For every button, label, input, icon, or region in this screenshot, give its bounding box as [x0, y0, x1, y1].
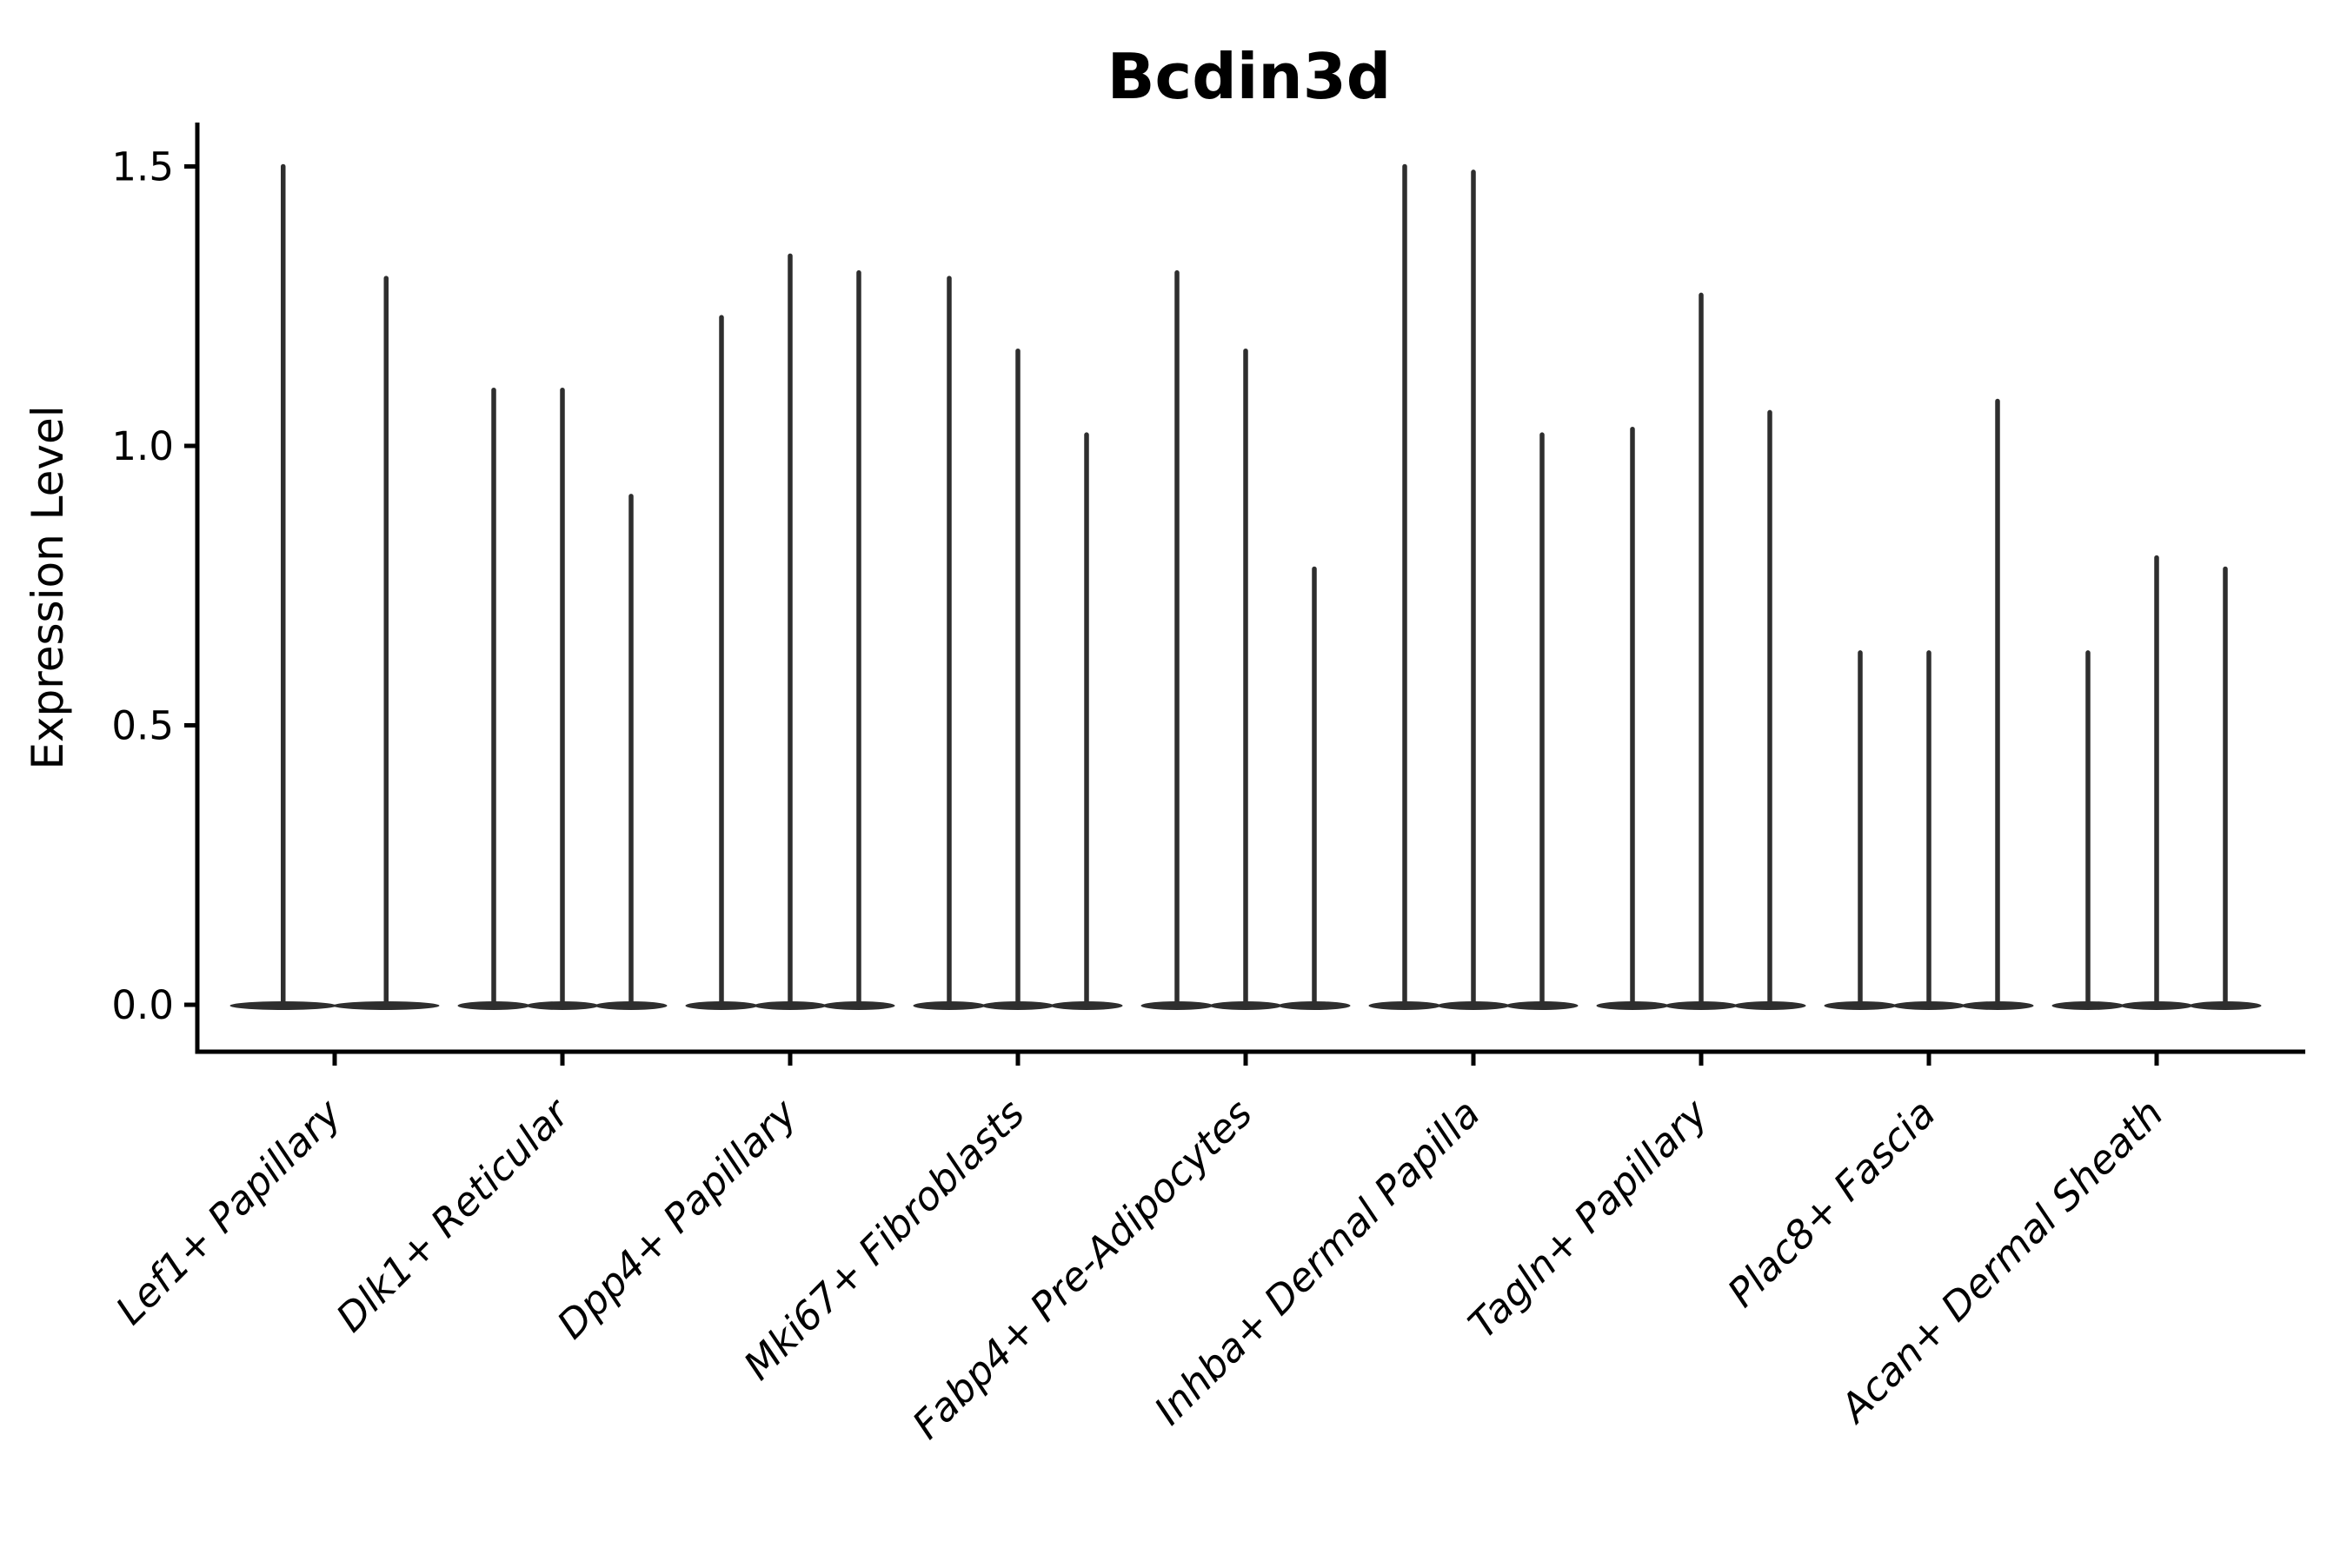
y-ticks: 0.0 0.5 1.0 1.5	[111, 144, 197, 1028]
x-tick-label: Dpp4+ Papillary	[549, 1089, 807, 1347]
x-tick-label: Tagln+ Papillary	[1459, 1089, 1718, 1347]
y-axis-label: Expression Level	[23, 405, 73, 769]
y-tick-label: 0.0	[111, 982, 174, 1028]
y-tick-label: 0.5	[111, 703, 174, 749]
x-tick-label: Lef1+ Papillary	[107, 1089, 351, 1333]
violins	[229, 163, 2262, 1010]
y-tick-label: 1.5	[111, 144, 174, 190]
axes	[195, 123, 2305, 1054]
x-tick-label: Dlk1+ Reticular	[327, 1089, 579, 1341]
y-tick-label: 1.0	[111, 423, 174, 469]
x-tick-label: Plac8+ Fascia	[1719, 1090, 1945, 1316]
chart-title: Bcdin3d	[1107, 40, 1392, 113]
